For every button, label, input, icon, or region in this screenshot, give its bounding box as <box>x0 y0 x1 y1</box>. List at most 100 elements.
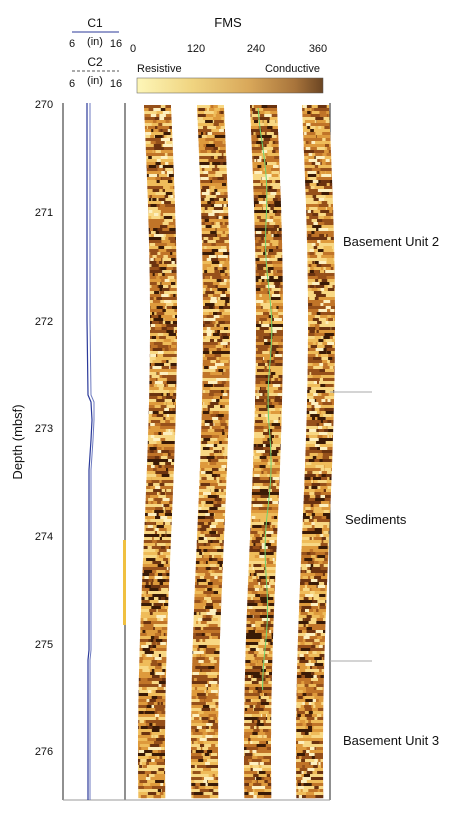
fms-texture <box>219 243 229 247</box>
fms-texture <box>303 624 306 628</box>
fms-texture <box>322 138 326 142</box>
fms-texture <box>274 318 282 322</box>
fms-texture <box>272 141 276 145</box>
fms-texture <box>325 255 333 259</box>
fms-texture <box>251 720 255 724</box>
fms-texture <box>311 678 318 682</box>
fms-texture <box>310 579 318 583</box>
fms-texture <box>221 258 225 262</box>
fms-texture <box>156 474 164 478</box>
fms-pixel-band <box>201 213 229 217</box>
fms-texture <box>315 465 324 469</box>
fms-texture <box>328 204 331 208</box>
fms-texture <box>204 699 213 703</box>
fms-texture <box>157 384 165 388</box>
fms-texture <box>311 525 315 529</box>
fms-texture <box>192 714 200 718</box>
fms-texture <box>153 468 157 472</box>
fms-pixel-band <box>192 672 219 676</box>
fms-pixel-band <box>255 396 283 400</box>
fms-pixel-band <box>147 183 175 187</box>
fms-texture <box>262 537 266 541</box>
fms-texture <box>312 213 319 217</box>
fms-texture <box>213 237 220 241</box>
fms-texture <box>211 474 217 478</box>
fms-texture <box>250 741 253 745</box>
fms-texture <box>161 597 165 601</box>
fms-texture <box>313 249 318 253</box>
fms-texture <box>207 759 211 763</box>
fms-pixel-band <box>191 678 219 682</box>
fms-texture <box>145 753 152 757</box>
fms-texture <box>149 609 157 613</box>
fms-texture <box>270 153 275 157</box>
fms-texture <box>312 417 315 421</box>
fms-pixel-band <box>296 756 323 760</box>
fms-texture <box>150 351 155 355</box>
fms-texture <box>319 234 328 238</box>
fms-pixel-band <box>202 360 230 364</box>
fms-texture <box>141 600 150 604</box>
fms-texture <box>140 678 148 682</box>
fms-texture <box>207 429 216 433</box>
fms-texture <box>162 273 165 277</box>
fms-texture <box>206 246 213 250</box>
fms-texture <box>206 672 216 676</box>
fms-pixel-band <box>197 126 225 130</box>
fms-texture <box>266 132 274 136</box>
fms-texture <box>200 531 207 535</box>
fms-texture <box>170 336 176 340</box>
fms-texture <box>269 417 279 421</box>
fms-texture <box>152 477 162 481</box>
fms-texture <box>211 426 221 430</box>
fms-texture <box>258 507 265 511</box>
fms-texture <box>268 186 272 190</box>
fms-texture <box>264 342 271 346</box>
fms-texture <box>252 738 262 742</box>
fms-texture <box>307 561 314 565</box>
fms-texture <box>272 501 278 505</box>
fms-texture <box>253 483 263 487</box>
fms-texture <box>219 213 228 217</box>
fms-texture <box>257 267 267 271</box>
fms-texture <box>208 714 216 718</box>
fms-texture <box>259 327 266 331</box>
fms-texture <box>204 219 209 223</box>
fms-texture <box>322 435 328 439</box>
fms-texture <box>271 450 279 454</box>
fms-texture <box>303 771 307 775</box>
fms-texture <box>139 711 144 715</box>
fms-pixel-band <box>253 465 280 469</box>
fms-texture <box>195 696 199 700</box>
fms-pixel-band <box>201 423 229 427</box>
fms-texture <box>207 405 214 409</box>
fms-texture <box>203 792 213 796</box>
fms-texture <box>269 558 275 562</box>
fms-texture <box>313 792 323 796</box>
fms-texture <box>155 648 160 652</box>
fms-texture <box>255 132 260 136</box>
fms-pixel-band <box>307 345 335 349</box>
fms-pixel-band <box>307 372 335 376</box>
fms-texture <box>310 660 316 664</box>
fms-texture <box>257 369 264 373</box>
fms-texture <box>262 126 273 130</box>
fms-texture <box>255 420 263 424</box>
fms-pixel-band <box>138 720 166 724</box>
fms-texture <box>271 294 281 298</box>
fms-pixel-band <box>296 675 324 679</box>
fms-texture <box>214 519 224 523</box>
fms-texture <box>266 405 275 409</box>
fms-texture <box>324 126 330 130</box>
fms-pixel-band <box>192 639 220 643</box>
fms-pixel-band <box>245 639 273 643</box>
fms-texture <box>305 147 311 151</box>
fms-pixel-band <box>246 615 274 619</box>
fms-texture <box>201 501 210 505</box>
fms-texture <box>207 687 214 691</box>
fms-texture <box>264 111 271 115</box>
fms-texture <box>148 483 154 487</box>
fms-texture <box>267 228 277 232</box>
fms-texture <box>151 546 161 550</box>
fms-texture <box>265 480 269 484</box>
